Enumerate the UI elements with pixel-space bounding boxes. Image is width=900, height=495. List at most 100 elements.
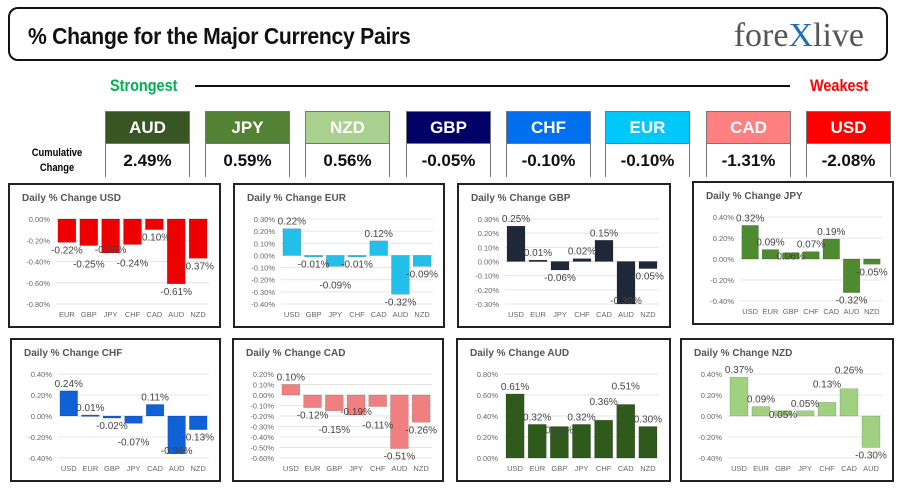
chart-title: Daily % Change EUR: [247, 193, 346, 204]
currency-code: USD: [807, 112, 890, 144]
bar-cad: [369, 240, 388, 256]
x-tick-label: CHF: [819, 464, 835, 473]
y-tick-label: -0.10%: [251, 264, 275, 273]
bar-aud: [167, 218, 186, 285]
bar-gbp: [325, 394, 344, 411]
bar-eur: [761, 249, 779, 260]
currency-box-chf: CHF -0.10%: [506, 111, 591, 178]
y-tick-label: 0.40%: [701, 370, 723, 379]
x-tick-label: AUD: [392, 464, 408, 473]
y-tick-label: 0.40%: [713, 213, 735, 222]
data-label: -0.09%: [319, 280, 351, 291]
data-label: -0.11%: [362, 421, 393, 432]
y-tick-label: 0.20%: [31, 391, 53, 400]
y-tick-label: -0.20%: [251, 276, 275, 285]
y-tick-label: -0.20%: [698, 433, 722, 442]
cumulative-value: -0.05%: [407, 144, 490, 178]
cumulative-value: 0.59%: [206, 144, 289, 178]
strength-scale-line: [195, 85, 790, 87]
y-tick-label: 0.00%: [31, 412, 53, 421]
bar-jpy: [326, 255, 345, 267]
bar-nzd: [188, 218, 208, 259]
x-tick-label: GBP: [81, 310, 97, 319]
bar-nzd: [411, 394, 431, 423]
x-tick-label: GBP: [775, 464, 791, 473]
chart-title: Daily % Change CAD: [246, 348, 346, 359]
bar-cad: [145, 404, 165, 417]
y-tick-label: -0.80%: [26, 300, 50, 309]
data-label: -0.02%: [96, 421, 128, 432]
currency-code: GBP: [407, 112, 490, 144]
bar-aud: [167, 415, 186, 455]
currency-box-usd: USD -2.08%: [806, 111, 891, 178]
currency-code: CAD: [707, 112, 790, 144]
x-tick-label: JPY: [575, 464, 589, 473]
x-tick-label: NZD: [191, 464, 207, 473]
y-tick-label: -0.40%: [28, 454, 52, 463]
y-tick-label: 0.00%: [713, 255, 735, 264]
x-tick-label: NZD: [640, 464, 656, 473]
x-tick-label: CAD: [618, 464, 634, 473]
x-tick-label: USD: [508, 310, 524, 319]
data-label: 0.01%: [524, 248, 552, 259]
y-tick-label: 0.10%: [254, 239, 276, 248]
x-tick-label: USD: [284, 310, 300, 319]
bar-chf: [123, 218, 142, 245]
x-tick-label: USD: [507, 464, 523, 473]
x-tick-label: EUR: [82, 464, 98, 473]
bar-nzd: [863, 258, 881, 265]
cumulative-value: -0.10%: [507, 144, 590, 178]
x-tick-label: NZD: [414, 310, 430, 319]
y-tick-label: 0.20%: [254, 227, 276, 236]
bar-eur: [528, 259, 548, 262]
y-tick-label: 0.20%: [478, 229, 500, 238]
data-label: 0.51%: [612, 381, 640, 392]
chart-title: Daily % Change CHF: [24, 348, 123, 359]
data-label: 0.30%: [634, 415, 662, 426]
x-tick-label: AUD: [168, 310, 184, 319]
bar-usd: [729, 376, 749, 417]
chart-title: Daily % Change GBP: [471, 193, 571, 204]
y-tick-label: -0.40%: [250, 433, 274, 442]
y-tick-label: 0.20%: [701, 391, 723, 400]
y-tick-label: 0.80%: [477, 370, 499, 379]
y-tick-label: -0.60%: [250, 454, 274, 463]
data-label: -0.09%: [406, 269, 438, 280]
chart-title: Daily % Change USD: [22, 193, 121, 204]
data-label: -0.15%: [318, 425, 350, 436]
bar-chf: [817, 402, 837, 417]
chart-plot: 0.30% 0.20% 0.10% 0.00% -0.10% -0.20% -0.30% -0…: [251, 215, 438, 319]
bar-gbp: [102, 415, 122, 419]
data-label: 0.30%: [545, 426, 573, 437]
data-label: -0.01%: [341, 260, 373, 271]
y-tick-label: 0.30%: [254, 215, 276, 224]
bar-cad: [145, 218, 164, 230]
data-label: 0.05%: [769, 410, 797, 421]
bar-usd: [282, 228, 302, 256]
y-tick-label: 0.00%: [29, 215, 51, 224]
chart-plot: 0.40% 0.20% 0.00% -0.20% -0.40% USD EUR GBP CHF C…: [710, 213, 888, 316]
x-tick-label: USD: [742, 307, 758, 316]
y-tick-label: -0.30%: [251, 288, 275, 297]
x-tick-label: CAD: [146, 310, 162, 319]
x-tick-label: GBP: [326, 464, 342, 473]
x-tick-label: JPY: [798, 464, 812, 473]
chart-usd: Daily % Change USD 0.00% -0.20% -0.40% -0.60…: [8, 183, 221, 328]
data-label: -0.32%: [385, 297, 417, 308]
data-label: -0.36%: [161, 446, 193, 457]
cumulative-value: -2.08%: [807, 144, 890, 178]
currency-box-cad: CAD -1.31%: [706, 111, 791, 178]
y-tick-label: 0.30%: [478, 215, 500, 224]
bar-aud: [616, 261, 636, 305]
bar-jpy: [572, 424, 591, 459]
chart-title: Daily % Change NZD: [694, 348, 793, 359]
page-title: % Change for the Major Currency Pairs: [28, 23, 411, 49]
bar-jpy: [101, 218, 120, 254]
bar-aud: [843, 258, 861, 293]
y-tick-label: -0.40%: [251, 300, 275, 309]
data-label: -0.12%: [297, 411, 329, 422]
data-label: 0.01%: [76, 403, 104, 414]
data-label: -0.07%: [118, 437, 150, 448]
y-tick-label: -0.60%: [26, 279, 50, 288]
chart-nzd: Daily % Change NZD 0.40% 0.20% 0.00% -0.20% -…: [680, 338, 894, 482]
